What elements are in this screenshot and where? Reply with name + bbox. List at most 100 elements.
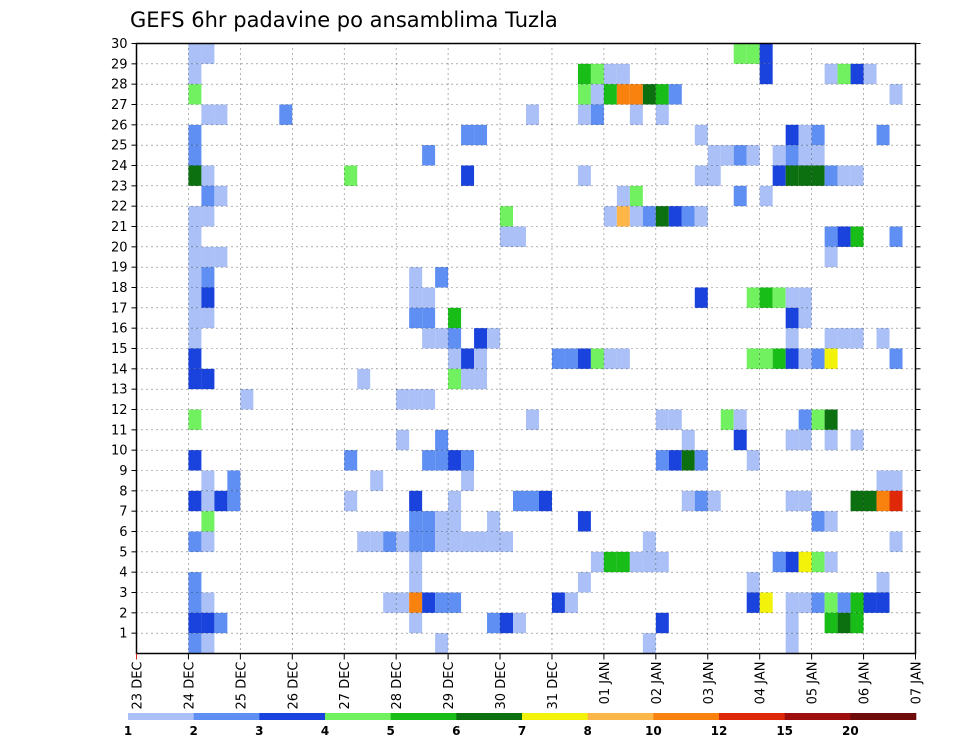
colorbar-label: 7 <box>518 724 526 738</box>
heatmap-cell <box>188 287 202 308</box>
heatmap-cell <box>746 348 760 369</box>
heatmap-cell <box>188 348 202 369</box>
heatmap-cell <box>551 348 565 369</box>
heatmap-cell <box>824 409 838 430</box>
heatmap-cell <box>785 287 799 308</box>
heatmap-cell <box>188 450 202 471</box>
heatmap-cell <box>590 104 604 125</box>
heatmap-cell <box>837 612 851 634</box>
x-tick-label: 07 JAN <box>910 662 925 705</box>
heatmap-cell <box>448 368 462 390</box>
heatmap-cell <box>824 348 838 369</box>
colorbar-label: 5 <box>386 724 394 738</box>
heatmap-cell <box>577 63 591 85</box>
heatmap-cell <box>759 348 773 369</box>
colorbar-label: 6 <box>452 724 460 738</box>
heatmap-cell <box>188 572 202 593</box>
heatmap-cell <box>876 572 890 593</box>
heatmap-cell <box>603 348 617 369</box>
x-tick-label: 26 DEC <box>286 662 301 710</box>
heatmap-cell <box>577 511 591 532</box>
heatmap-cell <box>188 490 202 512</box>
heatmap-cell <box>785 307 799 329</box>
heatmap-cell <box>201 206 215 227</box>
heatmap-cell <box>863 490 877 512</box>
heatmap-cell <box>188 267 202 288</box>
heatmap-cell <box>188 84 202 105</box>
heatmap-cell <box>538 490 552 512</box>
heatmap-cell <box>772 145 786 166</box>
heatmap-cell <box>759 592 773 613</box>
heatmap-cell <box>681 429 695 451</box>
heatmap-cell <box>422 307 436 329</box>
y-tick-label: 2 <box>119 606 127 621</box>
heatmap-cell <box>785 165 799 186</box>
heatmap-cell <box>590 551 604 573</box>
heatmap-cell <box>500 206 514 227</box>
heatmap-cell <box>798 490 812 512</box>
heatmap-cell <box>707 165 721 186</box>
colorbar-segment <box>390 713 457 720</box>
heatmap-cell <box>409 531 423 552</box>
heatmap-cell <box>629 551 643 573</box>
x-tick-label: 29 DEC <box>442 662 457 710</box>
heatmap-cell <box>824 551 838 573</box>
heatmap-cell <box>422 531 436 552</box>
heatmap-cell <box>837 328 851 349</box>
heatmap-cell <box>487 511 501 532</box>
heatmap-cell <box>811 551 825 573</box>
heatmap-cell <box>863 63 877 85</box>
heatmap-cell <box>201 592 215 613</box>
heatmap-cell <box>824 328 838 349</box>
heatmap-cell <box>889 531 903 552</box>
heatmap-cell <box>850 429 864 451</box>
heatmap-cell <box>448 348 462 369</box>
heatmap-cell <box>746 592 760 613</box>
heatmap-cell <box>448 531 462 552</box>
heatmap-cell <box>513 490 526 512</box>
heatmap-cell <box>461 470 475 491</box>
heatmap-cell <box>850 165 864 186</box>
heatmap-cell <box>681 450 695 471</box>
heatmap-cell <box>889 348 903 369</box>
heatmap-cell <box>201 104 215 125</box>
heatmap-cell <box>668 206 682 227</box>
heatmap-cell <box>824 226 838 247</box>
heatmap-cell <box>564 592 578 613</box>
heatmap-cell <box>733 409 747 430</box>
heatmap-cell <box>824 63 838 85</box>
heatmap-cell <box>798 287 812 308</box>
heatmap-cell <box>798 409 812 430</box>
heatmap-cell <box>461 450 475 471</box>
heatmap-cell <box>461 368 475 390</box>
heatmap-cell <box>240 389 254 410</box>
y-tick-label: 13 <box>111 383 128 398</box>
heatmap-cell <box>694 165 708 186</box>
heatmap-cells <box>188 43 903 654</box>
heatmap-cell <box>448 450 462 471</box>
heatmap-cell <box>435 429 449 451</box>
heatmap-cell <box>785 328 799 349</box>
heatmap-cell <box>409 490 423 512</box>
y-tick-label: 11 <box>111 423 128 438</box>
y-tick-label: 5 <box>119 545 127 560</box>
heatmap-cell <box>201 470 215 491</box>
heatmap-cell <box>448 511 462 532</box>
x-tick-label: 24 DEC <box>182 662 197 710</box>
heatmap-cell <box>785 429 799 451</box>
colorbar-segment <box>325 713 391 720</box>
heatmap-cell <box>785 612 799 634</box>
grid-lines <box>136 43 916 654</box>
heatmap-cell <box>759 63 773 85</box>
y-tick-label: 27 <box>111 98 128 113</box>
heatmap-cell <box>876 328 890 349</box>
y-tick-label: 23 <box>111 179 128 194</box>
heatmap-cell <box>422 389 436 410</box>
heatmap-cell <box>837 592 851 613</box>
heatmap-cell <box>564 348 578 369</box>
heatmap-cell <box>227 470 241 491</box>
heatmap-cell <box>616 348 630 369</box>
colorbar-label: 10 <box>645 724 662 738</box>
y-tick-label: 24 <box>111 159 128 174</box>
y-tick-label: 18 <box>111 281 128 296</box>
